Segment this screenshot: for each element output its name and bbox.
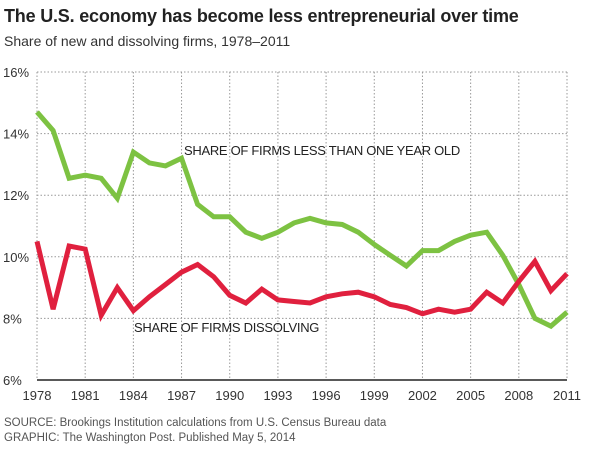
x-tick-label: 2002 xyxy=(408,388,437,403)
source-note: SOURCE: Brookings Institution calculatio… xyxy=(4,417,387,429)
x-tick-label: 1984 xyxy=(119,388,148,403)
series-line-1 xyxy=(34,240,569,322)
x-tick-label: 2011 xyxy=(553,388,581,403)
x-tick-label: 1990 xyxy=(215,388,244,403)
x-tick-label: 1987 xyxy=(167,388,196,403)
y-tick-label: 8% xyxy=(3,311,22,326)
x-tick-label: 2005 xyxy=(456,388,485,403)
series-label-new-firms: SHARE OF FIRMS LESS THAN ONE YEAR OLD xyxy=(184,143,460,158)
series-line-0 xyxy=(35,110,569,330)
y-tick-label: 14% xyxy=(3,127,29,142)
y-tick-label: 10% xyxy=(3,250,29,265)
x-tick-label: 1996 xyxy=(312,388,341,403)
x-tick-label: 1999 xyxy=(360,388,389,403)
chart-title: The U.S. economy has become less entrepr… xyxy=(4,6,519,26)
x-tick-label: 1981 xyxy=(71,388,100,403)
y-tick-label: 16% xyxy=(3,65,29,80)
x-tick-label: 1993 xyxy=(263,388,292,403)
x-tick-label: 1978 xyxy=(23,388,52,403)
graphic-credit: GRAPHIC: The Washington Post. Published … xyxy=(4,432,296,444)
chart-subtitle: Share of new and dissolving firms, 1978–… xyxy=(4,33,291,49)
x-tick-label: 2008 xyxy=(504,388,533,403)
y-tick-label: 6% xyxy=(3,373,22,388)
y-tick-label: 12% xyxy=(3,188,29,203)
series-label-dissolving-firms: SHARE OF FIRMS DISSOLVING xyxy=(134,320,319,335)
